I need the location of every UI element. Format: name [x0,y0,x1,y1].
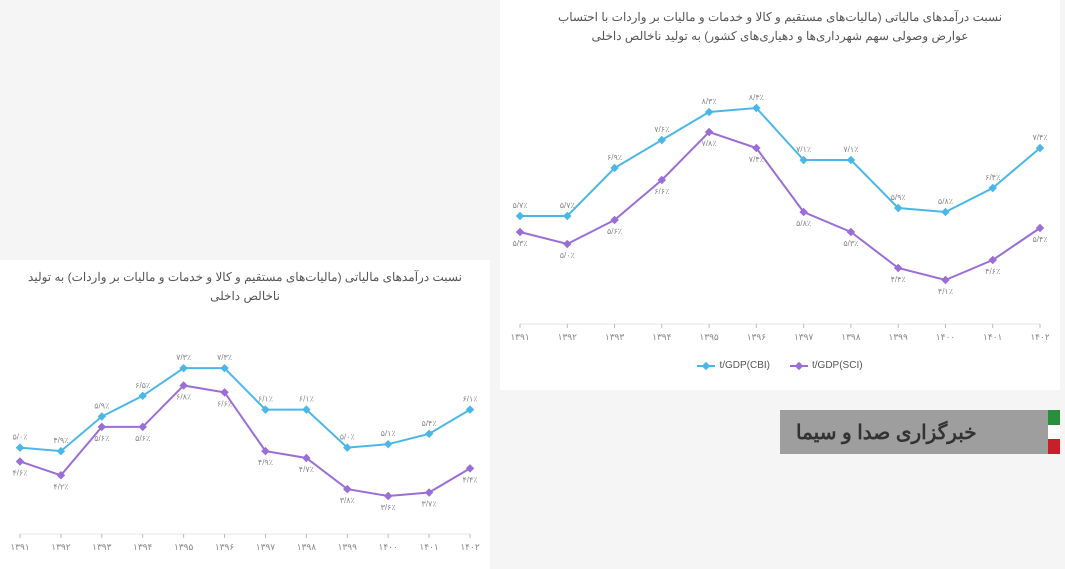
svg-text:۵/۰٪: ۵/۰٪ [340,433,355,442]
svg-text:۱۳۹۵: ۱۳۹۵ [174,542,194,552]
chart-left-title: نسبت درآمدهای مالیاتی (مالیات‌های مستقیم… [0,260,490,314]
svg-text:۷/۳٪: ۷/۳٪ [217,354,232,363]
svg-text:۶/۸٪: ۶/۸٪ [176,393,191,402]
svg-text:۵/۰٪: ۵/۰٪ [560,251,575,260]
svg-text:۴/۹٪: ۴/۹٪ [258,458,273,467]
chart-right-svg: ۱۳۹۱ ۱۳۹۲ ۱۳۹۳ ۱۳۹۴ ۱۳۹۵ ۱۳۹۶ ۱۳۹۷ ۱۳۹۸ ۱۳۹۹ ۱۴۰۰… [500,54,1060,354]
svg-text:۵/۷٪: ۵/۷٪ [560,201,575,210]
svg-text:۱۳۹۹: ۱۳۹۹ [889,332,909,342]
svg-text:۱۴۰۱: ۱۴۰۱ [419,542,438,552]
svg-text:۵/۷٪: ۵/۷٪ [512,201,527,210]
svg-text:۸/۴٪: ۸/۴٪ [749,93,764,102]
svg-text:۷/۸٪: ۷/۸٪ [702,139,717,148]
svg-text:۱۴۰۰: ۱۴۰۰ [379,542,398,552]
svg-text:۴/۱٪: ۴/۱٪ [938,287,953,296]
svg-text:۱۳۹۳: ۱۳۹۳ [605,332,625,342]
svg-text:۷/۱٪: ۷/۱٪ [796,145,811,154]
svg-text:۱۳۹۴: ۱۳۹۴ [133,542,153,552]
chart-left-title-l1: نسبت درآمدهای مالیاتی (مالیات‌های مستقیم… [28,270,462,284]
svg-text:۱۳۹۱: ۱۳۹۱ [10,542,29,552]
svg-text:۱۴۰۰: ۱۴۰۰ [936,332,955,342]
svg-text:۱۳۹۹: ۱۳۹۹ [338,542,358,552]
svg-text:۶/۶٪: ۶/۶٪ [654,187,669,196]
svg-text:۶/۹٪: ۶/۹٪ [607,153,622,162]
svg-text:۵/۴٪: ۵/۴٪ [422,419,437,428]
svg-text:۱۴۰۲: ۱۴۰۲ [460,542,480,552]
svg-text:۵/۸٪: ۵/۸٪ [938,197,953,206]
svg-text:۴/۹٪: ۴/۹٪ [53,436,68,445]
news-agency-badge: خبرگزاری صدا و سیما [780,410,1060,454]
svg-text:۱۳۹۶: ۱۳۹۶ [215,542,235,552]
iran-flag-icon [1048,410,1060,454]
news-agency-text: خبرگزاری صدا و سیما [796,420,991,445]
legend-swatch-sci [790,365,808,367]
svg-text:۵/۸٪: ۵/۸٪ [796,219,811,228]
svg-text:۵/۶٪: ۵/۶٪ [607,227,622,236]
svg-text:۶/۱٪: ۶/۱٪ [258,395,273,404]
chart-right-legend: t/GDP(CBI) t/GDP(SCI) [500,354,1060,377]
chart-left-panel: نسبت درآمدهای مالیاتی (مالیات‌های مستقیم… [0,260,490,569]
svg-text:۴/۶٪: ۴/۶٪ [985,267,1000,276]
svg-text:۱۳۹۵: ۱۳۹۵ [699,332,719,342]
chart-right-title: نسبت درآمدهای مالیاتی (مالیات‌های مستقیم… [500,0,1060,54]
svg-text:۱۳۹۴: ۱۳۹۴ [652,332,672,342]
svg-text:۳/۸٪: ۳/۸٪ [340,496,355,505]
svg-text:۱۴۰۱: ۱۴۰۱ [983,332,1002,342]
svg-text:۶/۴٪: ۶/۴٪ [985,173,1000,182]
svg-text:۶/۱٪: ۶/۱٪ [462,395,477,404]
svg-text:۳/۷٪: ۳/۷٪ [422,500,437,509]
svg-text:۵/۰٪: ۵/۰٪ [12,433,27,442]
svg-text:۱۳۹۷: ۱۳۹۷ [256,542,276,552]
svg-text:۳/۶٪: ۳/۶٪ [381,503,396,512]
svg-text:۵/۶٪: ۵/۶٪ [94,434,109,443]
svg-text:۵/۱٪: ۵/۱٪ [381,430,396,439]
svg-text:۶/۵٪: ۶/۵٪ [135,381,150,390]
svg-text:۵/۶٪: ۵/۶٪ [135,434,150,443]
svg-text:۱۳۹۱: ۱۳۹۱ [510,332,529,342]
svg-text:۷/۱٪: ۷/۱٪ [843,145,858,154]
svg-text:۴/۴٪: ۴/۴٪ [462,476,477,485]
svg-text:۵/۹٪: ۵/۹٪ [94,402,109,411]
svg-text:۱۳۹۸: ۱۳۹۸ [841,332,861,342]
page-root: نسبت درآمدهای مالیاتی (مالیات‌های مستقیم… [0,0,1065,569]
svg-text:۴/۴٪: ۴/۴٪ [891,275,906,284]
svg-text:۸/۳٪: ۸/۳٪ [702,97,717,106]
svg-text:۷/۴٪: ۷/۴٪ [1032,133,1047,142]
svg-text:۴/۷٪: ۴/۷٪ [299,465,314,474]
svg-text:۵/۴٪: ۵/۴٪ [1032,235,1047,244]
svg-text:۱۳۹۷: ۱۳۹۷ [794,332,814,342]
svg-text:۱۴۰۲: ۱۴۰۲ [1030,332,1050,342]
svg-text:۵/۳٪: ۵/۳٪ [843,239,858,248]
svg-text:۷/۳٪: ۷/۳٪ [176,354,191,363]
legend-swatch-cbi [697,365,715,367]
chart-right-panel: نسبت درآمدهای مالیاتی (مالیات‌های مستقیم… [500,0,1060,390]
svg-text:۶/۱٪: ۶/۱٪ [299,395,314,404]
svg-text:۱۳۹۲: ۱۳۹۲ [51,542,71,552]
svg-text:۱۳۹۶: ۱۳۹۶ [747,332,767,342]
svg-text:۷/۶٪: ۷/۶٪ [654,125,669,134]
chart-right-title-l1: نسبت درآمدهای مالیاتی (مالیات‌های مستقیم… [558,10,1002,24]
svg-text:۱۳۹۲: ۱۳۹۲ [558,332,578,342]
legend-item-cbi: t/GDP(CBI) [697,360,770,371]
svg-text:۶/۶٪: ۶/۶٪ [217,400,232,409]
svg-text:۵/۳٪: ۵/۳٪ [512,239,527,248]
legend-item-sci: t/GDP(SCI) [790,360,863,371]
svg-text:۱۳۹۳: ۱۳۹۳ [92,542,112,552]
svg-text:۴/۲٪: ۴/۲٪ [53,483,68,492]
svg-text:۴/۶٪: ۴/۶٪ [12,469,27,478]
chart-left-svg: ۱۳۹۱ ۱۳۹۲ ۱۳۹۳ ۱۳۹۴ ۱۳۹۵ ۱۳۹۶ ۱۳۹۷ ۱۳۹۸ ۱۳۹۹ ۱۴۰۰… [0,314,490,564]
svg-text:۱۳۹۸: ۱۳۹۸ [297,542,317,552]
svg-text:۵/۹٪: ۵/۹٪ [891,193,906,202]
svg-text:۷/۴٪: ۷/۴٪ [749,155,764,164]
